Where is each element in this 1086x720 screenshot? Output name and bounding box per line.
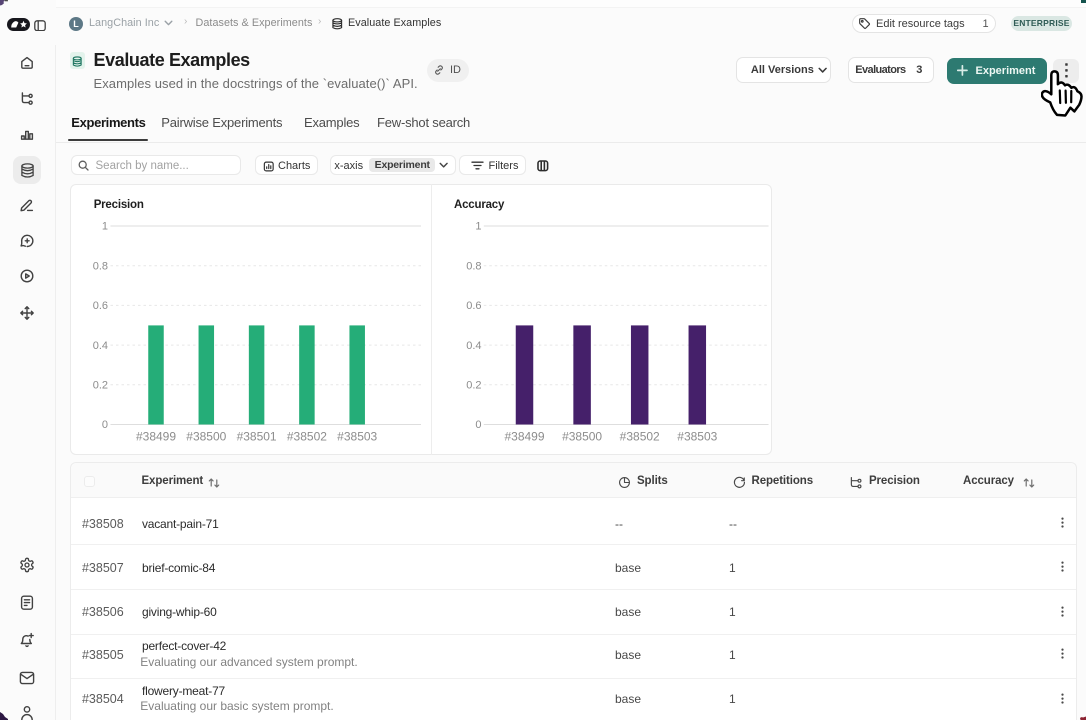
svg-text:#38502: #38502 — [620, 430, 660, 444]
svg-text:0.2: 0.2 — [466, 380, 481, 392]
svg-text:0.8: 0.8 — [93, 260, 108, 272]
svg-text:#38499: #38499 — [504, 430, 544, 444]
svg-text:1: 1 — [102, 221, 108, 233]
svg-text:#38502: #38502 — [287, 430, 327, 444]
svg-text:0.4: 0.4 — [466, 340, 481, 352]
svg-text:0: 0 — [102, 419, 108, 431]
svg-text:#38500: #38500 — [562, 430, 602, 444]
svg-text:#38503: #38503 — [337, 430, 377, 444]
svg-text:#38499: #38499 — [136, 430, 176, 444]
svg-text:0.8: 0.8 — [466, 260, 481, 272]
svg-text:0.6: 0.6 — [93, 300, 108, 312]
svg-text:0: 0 — [475, 419, 481, 431]
svg-text:1: 1 — [475, 221, 481, 233]
svg-text:#38501: #38501 — [237, 430, 277, 444]
svg-text:#38503: #38503 — [677, 430, 717, 444]
svg-text:#38500: #38500 — [186, 430, 226, 444]
svg-text:0.2: 0.2 — [93, 380, 108, 392]
svg-text:0.6: 0.6 — [466, 300, 481, 312]
svg-text:0.4: 0.4 — [93, 340, 108, 352]
